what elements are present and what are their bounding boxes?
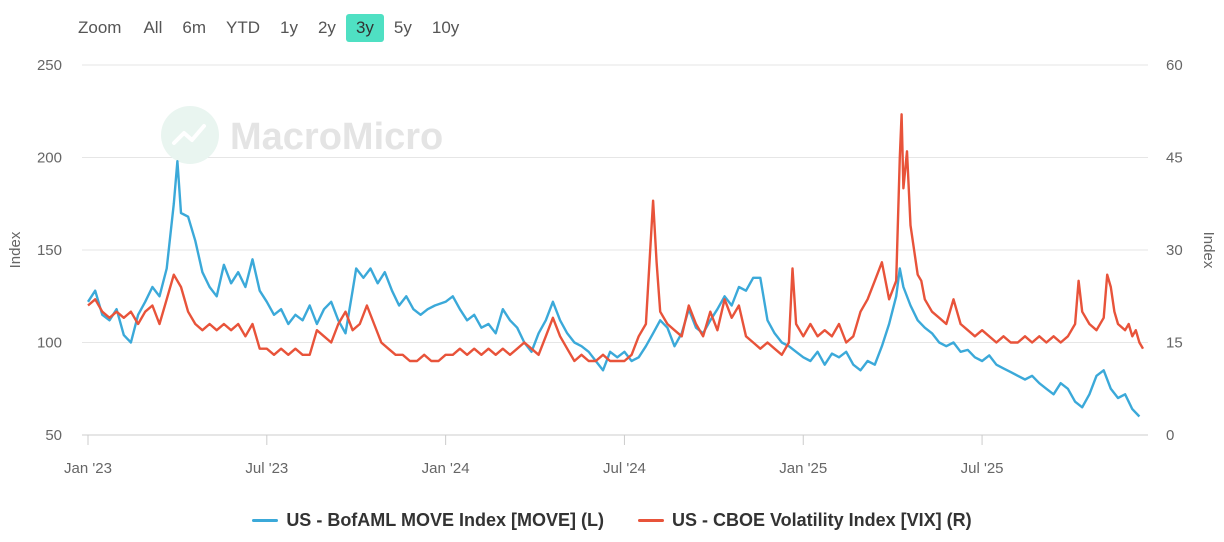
- y-right-tick-label: 30: [1166, 242, 1183, 259]
- watermark-text: MacroMicro: [230, 116, 443, 158]
- zoom-10y-button[interactable]: 10y: [431, 18, 460, 37]
- x-tick-label: Jul '25: [961, 460, 1004, 477]
- legend-swatch-move: [252, 519, 279, 522]
- x-tick-label: Jan '25: [779, 460, 827, 477]
- y-left-tick-label: 150: [37, 242, 62, 259]
- y-left-tick-label: 250: [37, 57, 62, 74]
- legend-swatch-vix: [637, 519, 664, 522]
- legend-label-vix: US - CBOE Volatility Index [VIX] (R): [671, 510, 972, 530]
- zoom-label: Zoom: [78, 18, 122, 37]
- y-right-tick-label: 60: [1166, 57, 1183, 74]
- y-left-tick-label: 50: [45, 427, 62, 444]
- zoom-ytd-button[interactable]: YTD: [226, 18, 260, 37]
- y-left-axis-title: Index: [7, 231, 24, 268]
- x-tick-label: Jul '23: [245, 460, 288, 477]
- y-left-tick-label: 100: [37, 335, 62, 352]
- grid-lines: [82, 64, 1148, 436]
- macromicro-logo-icon: [161, 106, 219, 164]
- x-tick-label: Jul '24: [603, 460, 646, 477]
- y-right-tick-label: 45: [1166, 150, 1183, 167]
- zoom-6m-button[interactable]: 6m: [182, 18, 206, 37]
- zoom-5y-button[interactable]: 5y: [393, 18, 412, 37]
- x-tick-label: Jan '23: [64, 460, 112, 477]
- y-right-tick-label: 15: [1166, 335, 1183, 352]
- axes: 50 100 150 200 250 0 15 30 45 60 Index Index Jan '23…: [7, 57, 1217, 477]
- y-left-tick-label: 200: [37, 150, 62, 167]
- y-right-axis-title: Index: [1200, 232, 1217, 269]
- series-lines: [86, 113, 1145, 418]
- watermark: MacroMicro: [161, 106, 443, 164]
- zoom-1y-button[interactable]: 1y: [280, 18, 298, 37]
- zoom-bar: Zoom All 6m YTD 1y 2y 3y 5y 10y: [78, 12, 469, 44]
- legend-item-move[interactable]: US - BofAML MOVE Index [MOVE] (L): [252, 510, 604, 531]
- y-right-tick-label: 0: [1166, 427, 1174, 444]
- zoom-2y-button[interactable]: 2y: [317, 18, 336, 37]
- x-tick-label: Jan '24: [422, 460, 470, 477]
- legend-label-move: US - BofAML MOVE Index [MOVE] (L): [286, 510, 604, 530]
- series-line-move[interactable]: [86, 159, 1141, 418]
- zoom-all-button[interactable]: All: [143, 18, 163, 37]
- chart-area: MacroMicro 50 100 150 200 250 0 15 30 45 60 Index I…: [7, 57, 1217, 477]
- zoom-3y-button[interactable]: 3y: [345, 14, 384, 42]
- legend: US - BofAML MOVE Index [MOVE] (L) US - C…: [0, 510, 1224, 531]
- legend-item-vix[interactable]: US - CBOE Volatility Index [VIX] (R): [637, 510, 972, 531]
- series-line-vix[interactable]: [87, 113, 1145, 363]
